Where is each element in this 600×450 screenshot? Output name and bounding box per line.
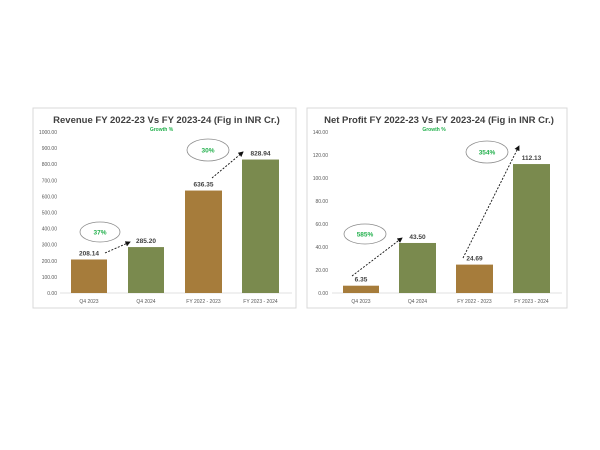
data-label: 208.14: [79, 250, 99, 257]
data-label: 285.20: [136, 238, 156, 245]
y-tick-label: 300.00: [42, 243, 58, 249]
y-tick-label: 100.00: [313, 176, 329, 182]
x-tick-label: Q4 2023: [351, 299, 370, 305]
y-tick-label: 800.00: [42, 162, 58, 168]
growth-label: 354%: [479, 150, 496, 157]
y-tick-label: 200.00: [42, 259, 58, 265]
chart-title: Revenue FY 2022-23 Vs FY 2023-24 (Fig in…: [53, 115, 280, 126]
bar: [128, 247, 164, 293]
data-label: 24.69: [466, 256, 483, 263]
y-tick-label: 20.00: [315, 268, 328, 274]
y-tick-label: 400.00: [42, 227, 58, 233]
y-tick-label: 600.00: [42, 194, 58, 200]
y-tick-label: 1000.00: [39, 130, 57, 136]
y-tick-label: 140.00: [313, 130, 329, 136]
data-label: 6.35: [355, 277, 368, 284]
bar: [185, 190, 222, 293]
x-tick-label: FY 2023 - 2024: [243, 299, 278, 305]
data-label: 636.35: [194, 182, 214, 189]
data-label: 112.13: [522, 155, 542, 162]
growth-ellipse: [465, 140, 509, 164]
growth-ellipse: [186, 138, 230, 162]
y-tick-label: 60.00: [315, 222, 328, 228]
growth-label: 30%: [201, 148, 214, 155]
y-tick-label: 0.00: [47, 291, 57, 297]
growth-label: 37%: [93, 230, 106, 237]
y-tick-label: 500.00: [42, 211, 58, 217]
y-tick-label: 100.00: [42, 275, 58, 281]
bar: [513, 164, 550, 293]
y-tick-label: 120.00: [313, 153, 329, 159]
y-tick-label: 0.00: [318, 291, 328, 297]
chart-title: Net Profit FY 2022-23 Vs FY 2023-24 (Fig…: [324, 115, 554, 126]
x-tick-label: FY 2022 - 2023: [186, 299, 221, 305]
y-tick-label: 80.00: [315, 199, 328, 205]
bar: [343, 285, 379, 293]
bar: [242, 159, 279, 293]
chart-subtitle: Growth %: [150, 127, 174, 133]
data-label: 43.50: [409, 234, 426, 241]
x-tick-label: Q4 2024: [408, 299, 427, 305]
x-tick-label: Q4 2023: [79, 299, 98, 305]
bar: [399, 242, 436, 293]
y-tick-label: 900.00: [42, 146, 58, 152]
bar: [71, 259, 107, 293]
x-tick-label: FY 2023 - 2024: [514, 299, 549, 305]
chart-subtitle: Growth %: [422, 127, 446, 133]
bar: [456, 264, 493, 293]
growth-ellipse: [79, 221, 121, 243]
growth-arrow: [104, 241, 131, 254]
y-tick-label: 40.00: [315, 245, 328, 251]
growth-ellipse: [343, 223, 387, 245]
data-label: 828.94: [251, 151, 271, 158]
x-tick-label: Q4 2024: [136, 299, 155, 305]
y-tick-label: 700.00: [42, 178, 58, 184]
x-tick-label: FY 2022 - 2023: [457, 299, 492, 305]
growth-label: 585%: [357, 232, 374, 239]
